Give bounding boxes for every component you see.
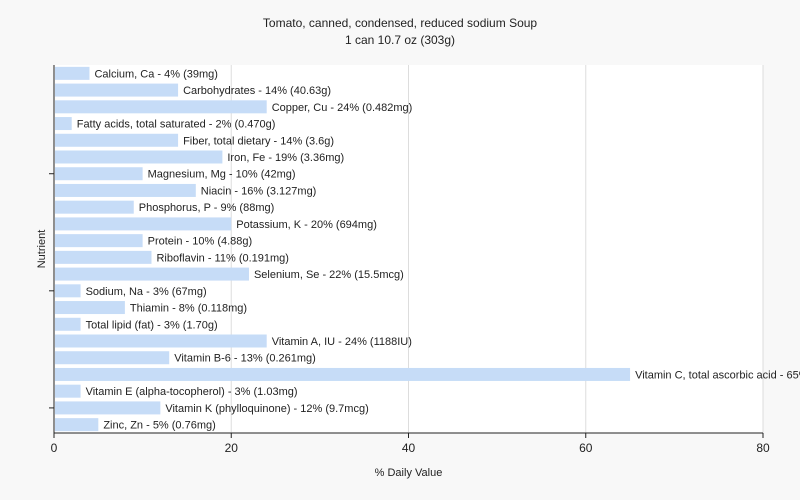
bar (55, 284, 81, 298)
bar-label: Thiamin - 8% (0.118mg) (130, 303, 247, 315)
x-tick-label: 80 (756, 441, 770, 455)
bar-label: Selenium, Se - 22% (15.5mcg) (254, 269, 404, 281)
bar (55, 83, 179, 97)
x-axis-title: % Daily Value (375, 467, 443, 479)
bar-label: Carbohydrates - 14% (40.63g) (183, 85, 331, 97)
bar (55, 267, 249, 281)
bar (55, 133, 179, 147)
bar (55, 217, 232, 231)
bar-label: Protein - 10% (4.88g) (148, 236, 253, 248)
bar-label: Copper, Cu - 24% (0.482mg) (272, 102, 413, 114)
bar-label: Iron, Fe - 19% (3.36mg) (227, 152, 344, 164)
bar (55, 384, 81, 398)
bar-label: Fiber, total dietary - 14% (3.6g) (183, 135, 334, 147)
bar (55, 117, 72, 131)
bar (55, 418, 99, 432)
bar-label: Vitamin A, IU - 24% (1188IU) (272, 336, 412, 348)
chart-subtitle: 1 can 10.7 oz (303g) (344, 33, 456, 47)
chart-title: Tomato, canned, condensed, reduced sodiu… (262, 16, 538, 30)
bar (55, 334, 267, 348)
y-axis-title: Nutrient (36, 230, 48, 269)
bar-label: Sodium, Na - 3% (67mg) (86, 286, 207, 298)
bar (55, 200, 134, 214)
bar (55, 66, 90, 80)
bar (55, 351, 170, 365)
bar (55, 150, 223, 164)
bar-label: Fatty acids, total saturated - 2% (0.470… (77, 119, 276, 131)
bar (55, 100, 267, 114)
bar (55, 167, 143, 181)
bar-label: Vitamin C, total ascorbic acid - 65% (39… (635, 369, 800, 381)
bar-label: Total lipid (fat) - 3% (1.70g) (86, 319, 218, 331)
bar-label: Vitamin E (alpha-tocopherol) - 3% (1.03m… (86, 386, 298, 398)
bar-label: Magnesium, Mg - 10% (42mg) (148, 169, 296, 181)
bar (55, 250, 152, 264)
bar-label: Vitamin K (phylloquinone) - 12% (9.7mcg) (165, 403, 368, 415)
bar (55, 317, 81, 331)
bar (55, 183, 196, 197)
x-tick-label: 20 (225, 441, 239, 455)
bar (55, 301, 125, 315)
bar-label: Zinc, Zn - 5% (0.76mg) (103, 420, 215, 432)
bar (55, 367, 631, 381)
x-tick-label: 40 (402, 441, 416, 455)
x-tick-label: 60 (579, 441, 593, 455)
bar-label: Niacin - 16% (3.127mg) (201, 185, 317, 197)
bar (55, 234, 143, 248)
bar-label: Vitamin B-6 - 13% (0.261mg) (174, 353, 316, 365)
bar-label: Phosphorus, P - 9% (88mg) (139, 202, 275, 214)
bar-label: Potassium, K - 20% (694mg) (236, 219, 377, 231)
bar-label: Calcium, Ca - 4% (39mg) (94, 68, 217, 80)
bar-label: Riboflavin - 11% (0.191mg) (156, 252, 288, 264)
bar (55, 401, 161, 415)
x-tick-label: 0 (51, 441, 58, 455)
